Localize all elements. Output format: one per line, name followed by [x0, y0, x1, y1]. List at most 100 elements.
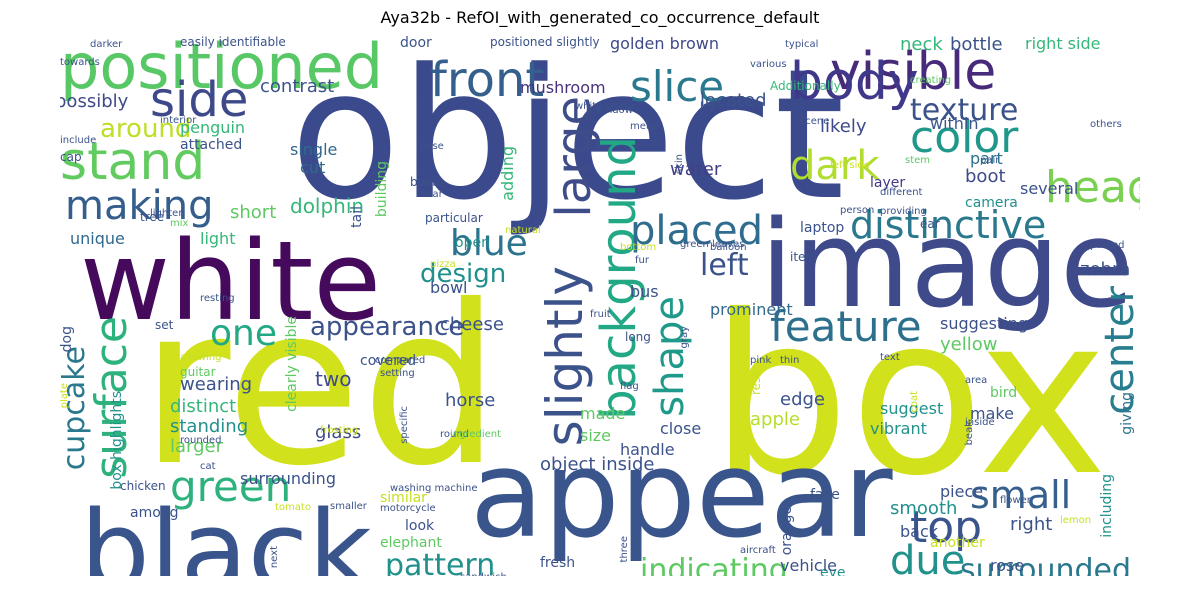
word-piece: piece: [940, 482, 984, 501]
word-parked: parked: [1090, 240, 1125, 251]
word-stand: stand: [60, 132, 206, 192]
word-three: three: [619, 536, 630, 563]
word-compared: compared: [375, 355, 426, 366]
word-large: large: [546, 96, 602, 218]
word-tomato: tomato: [275, 502, 311, 513]
word-typical: typical: [785, 39, 819, 50]
word-providing: providing: [880, 206, 927, 217]
word-next: next: [269, 546, 280, 569]
word-skin: skin: [674, 154, 685, 175]
word-box-highlights: box highlights: [109, 391, 125, 490]
word-particular: particular: [425, 211, 483, 225]
word-frosting: frosting: [320, 425, 359, 436]
word-cap: cap: [60, 150, 82, 164]
word-allowing: allowing: [180, 352, 222, 363]
word-clearly-visible: clearly visible: [284, 316, 300, 412]
word-fresh: fresh: [540, 555, 576, 571]
word-different: different: [880, 187, 923, 198]
word-contrast: contrast: [260, 76, 335, 97]
word-coat: coat: [909, 391, 920, 413]
word-standing: standing: [170, 416, 249, 437]
word-boot: boot: [965, 166, 1006, 187]
word-back: back: [900, 522, 939, 541]
word-object-inside: object inside: [540, 454, 655, 475]
word-interior: interior: [160, 115, 197, 126]
word-lighter: lighter: [150, 208, 183, 219]
word-body: body: [790, 52, 919, 112]
word-white-stripe: white stripe: [575, 101, 635, 112]
word-bottom: bottom: [620, 242, 657, 253]
word-base: base: [420, 141, 444, 152]
chart-title: Aya32b - RefOI_with_generated_co_occurre…: [380, 8, 820, 27]
word-pattern: pattern: [385, 548, 496, 577]
word-due: due: [890, 538, 966, 576]
word-door: door: [400, 36, 432, 51]
word-red: red: [140, 258, 501, 514]
word-visible: visible: [830, 42, 997, 102]
word-located: located: [700, 90, 767, 111]
word-top: top: [910, 502, 983, 553]
word-natural: natural: [505, 225, 541, 236]
word-appearance: appearance: [310, 312, 465, 342]
word-cheese: cheese: [440, 314, 504, 335]
word-texture: texture: [910, 93, 1019, 128]
word-neck: neck: [900, 36, 943, 55]
word-face: face: [810, 487, 840, 503]
word-ear: ear: [920, 217, 940, 231]
word-various: various: [750, 59, 787, 70]
word-resting: resting: [200, 293, 235, 304]
word-dog: dog: [60, 326, 75, 353]
word-shape: shape: [647, 296, 693, 417]
word-slice: slice: [630, 62, 725, 111]
word-ground: ground: [1137, 176, 1140, 212]
word-chicken: chicken: [120, 479, 166, 493]
word-motorcycle: motorcycle: [380, 503, 436, 514]
word-possibly: possibly: [60, 91, 129, 112]
word-fruit: fruit: [590, 309, 611, 320]
word-appear: appear: [470, 426, 893, 565]
word-larger: larger: [170, 436, 224, 457]
word-elephant: elephant: [380, 535, 442, 551]
word-bird: bird: [990, 385, 1018, 401]
word-part: part: [970, 149, 1003, 168]
word-cloud: object red box white image appear black positio…: [60, 36, 1140, 576]
word-indicating: indicating: [640, 553, 788, 577]
word-aircraft: aircraft: [740, 545, 776, 556]
word-smaller: smaller: [330, 501, 367, 512]
word-cat: cat: [200, 461, 216, 472]
word-short: short: [230, 202, 277, 223]
word-creating: creating: [910, 75, 952, 86]
word-rounded: rounded: [180, 435, 222, 446]
word-make: make: [970, 404, 1014, 423]
word-green: green: [170, 462, 292, 511]
word-unique: unique: [70, 229, 125, 248]
word-flag: flag: [620, 381, 639, 392]
word-around: around: [100, 114, 192, 144]
word-glass: glass: [315, 422, 362, 443]
word-among: among: [130, 505, 179, 521]
word-front: front: [430, 52, 545, 108]
word-golden-brown: golden brown: [610, 36, 720, 53]
word-edge: edge: [780, 389, 825, 410]
word-rose: rose: [990, 556, 1025, 575]
word-size: size: [580, 426, 612, 445]
word-bottle: bottle: [950, 36, 1003, 55]
word-yellow: yellow: [940, 334, 998, 355]
word-laptop: laptop: [800, 220, 845, 236]
word-setting: setting: [380, 368, 415, 379]
word-metal: metal: [630, 121, 659, 132]
word-leg: leg: [700, 101, 716, 112]
word-beak: beak: [964, 421, 975, 446]
word-bus: bus: [630, 282, 659, 301]
word-specific: specific: [399, 406, 410, 444]
word-ingredient: ingredient: [450, 429, 502, 440]
word-apple: apple: [750, 409, 800, 430]
word-light: light: [200, 229, 236, 248]
word-similar: similar: [380, 490, 427, 506]
word-tree: tree: [140, 210, 165, 224]
word-horse: horse: [445, 390, 496, 411]
word-blue: blue: [450, 223, 528, 264]
word-vehicle: vehicle: [780, 556, 837, 575]
word-set: set: [155, 318, 174, 332]
word-pizza: pizza: [430, 259, 456, 270]
